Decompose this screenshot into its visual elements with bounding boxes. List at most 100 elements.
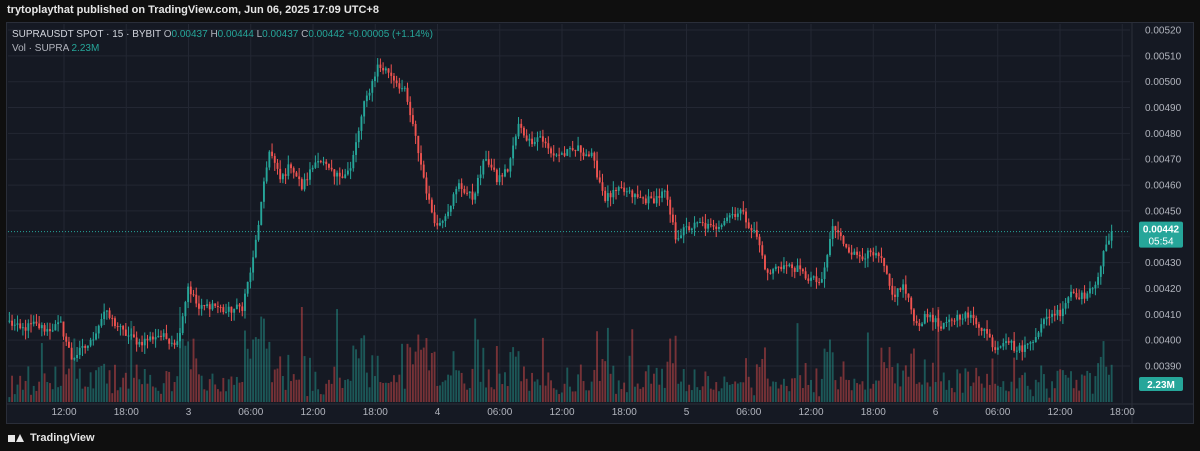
volume-bar xyxy=(452,351,455,402)
volume-bar xyxy=(420,349,422,402)
volume-bar xyxy=(560,392,563,402)
volume-bar xyxy=(831,352,834,402)
candle-body xyxy=(146,338,149,341)
volume-bar xyxy=(1034,379,1037,402)
price-tick-label: 0.00470 xyxy=(1145,155,1182,166)
volume-bar xyxy=(11,375,14,402)
time-tick-label: 4 xyxy=(435,407,441,418)
volume-bar xyxy=(460,372,463,402)
candle-body xyxy=(820,279,823,283)
volume-bar xyxy=(566,367,569,402)
candle-body xyxy=(636,194,639,198)
candle-body xyxy=(92,339,95,341)
candle-body xyxy=(837,230,840,233)
volume-bar xyxy=(333,366,336,402)
candle-body xyxy=(154,337,157,340)
candle-body xyxy=(533,141,536,145)
candle-body xyxy=(1024,344,1026,352)
volume-bar xyxy=(268,341,271,402)
candle-body xyxy=(956,314,959,321)
volume-bar xyxy=(826,351,829,402)
candle-body xyxy=(54,324,57,331)
candle-body xyxy=(1107,240,1110,245)
volume-bar xyxy=(436,385,439,402)
volume-bar xyxy=(728,384,731,402)
volume-bar xyxy=(810,379,812,402)
candle-body xyxy=(447,211,450,217)
chart-frame[interactable] xyxy=(6,22,1194,424)
volume-bar xyxy=(78,368,81,402)
volume-bar xyxy=(866,332,869,402)
volume-bar xyxy=(292,374,295,402)
candle-body xyxy=(219,306,222,308)
candle-body xyxy=(579,145,582,153)
volume-bar xyxy=(736,383,739,402)
candle-body xyxy=(918,323,921,327)
candle-body xyxy=(1013,340,1016,351)
candle-body xyxy=(21,327,24,329)
volume-bar xyxy=(634,386,636,402)
volume-bar xyxy=(1048,397,1051,402)
volume-bar xyxy=(693,369,696,402)
candle-body xyxy=(1105,244,1108,252)
candle-body xyxy=(969,314,972,318)
volume-bar xyxy=(184,345,187,402)
volume-bar xyxy=(287,354,290,402)
volume-bar xyxy=(896,363,899,402)
candle-body xyxy=(661,191,664,198)
candle-body xyxy=(512,145,515,159)
volume-bar xyxy=(525,378,528,402)
candle-body xyxy=(189,286,192,295)
candle-body xyxy=(103,311,106,320)
volume-label[interactable]: Vol · SUPRA xyxy=(12,43,69,54)
volume-bar xyxy=(753,395,756,402)
candle-body xyxy=(585,154,588,157)
volume-bar xyxy=(30,394,32,402)
tradingview-brand[interactable]: TradingView xyxy=(8,432,95,444)
candle-body xyxy=(317,161,320,163)
volume-bar xyxy=(13,394,16,402)
volume-bar xyxy=(135,364,138,402)
symbol-label[interactable]: SUPRAUSDT SPOT · 15 · BYBIT xyxy=(12,29,161,40)
volume-bar xyxy=(504,372,506,402)
volume-bar xyxy=(463,383,466,402)
volume-bar xyxy=(650,383,653,402)
candle-body xyxy=(411,115,414,124)
candle-body xyxy=(807,278,810,281)
candle-body xyxy=(1091,288,1094,290)
candle-body xyxy=(977,324,980,328)
time-tick-label: 06:00 xyxy=(487,407,512,418)
candle-body xyxy=(1102,251,1105,267)
candle-body xyxy=(601,182,604,191)
volume-bar xyxy=(203,389,206,402)
volume-bar xyxy=(449,375,452,402)
candle-body xyxy=(57,322,60,325)
candle-body xyxy=(780,266,783,270)
volume-bar xyxy=(899,386,902,402)
volume-bar xyxy=(644,371,647,402)
volume-bar xyxy=(62,341,65,402)
candle-body xyxy=(225,311,227,313)
candle-body xyxy=(206,304,209,307)
volume-bar xyxy=(387,383,390,402)
volume-bar xyxy=(457,370,460,402)
candle-body xyxy=(235,304,238,309)
candle-body xyxy=(216,305,219,307)
close-label: C xyxy=(301,29,309,40)
volume-bar xyxy=(910,353,913,402)
candle-body xyxy=(176,341,179,345)
volume-badge-value: 2.23M xyxy=(1147,380,1175,391)
candle-body xyxy=(111,317,114,319)
volume-value: 2.23M xyxy=(71,43,100,54)
volume-bar xyxy=(563,383,566,402)
volume-bar xyxy=(392,375,395,402)
candle-body xyxy=(38,323,41,329)
volume-bar xyxy=(701,386,704,402)
low-value: 0.00437 xyxy=(262,29,299,40)
price-tick-label: 0.00410 xyxy=(1145,310,1182,321)
candle-body xyxy=(230,306,233,313)
candle-body xyxy=(902,284,905,290)
candle-body xyxy=(550,148,552,154)
candlesticks xyxy=(8,58,1113,362)
